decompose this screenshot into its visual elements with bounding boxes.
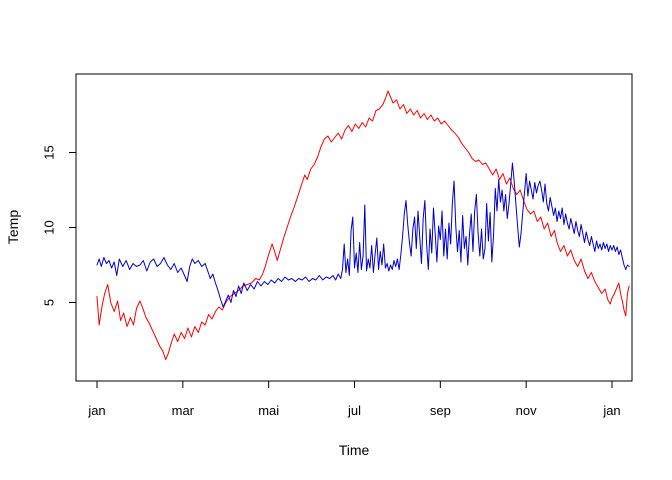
y-tick-label-3: 15 — [41, 145, 56, 159]
series-line-1 — [96, 90, 630, 360]
y-tick-label-2: 10 — [41, 220, 56, 234]
x-tick-label-7: jan — [602, 403, 620, 418]
x-tick-label-6: nov — [516, 403, 537, 418]
x-tick-label-4: jul — [347, 403, 361, 418]
x-tick-label-2: mar — [172, 403, 195, 418]
y-axis: 5 10 15 — [41, 145, 77, 306]
x-tick-label-5: sep — [430, 403, 451, 418]
x-axis: jan mar mai jul sep nov jan — [87, 380, 621, 418]
y-axis-title: Temp — [5, 210, 21, 244]
x-tick-label-3: mai — [258, 403, 279, 418]
x-axis-title: Time — [339, 442, 370, 458]
series-layer — [96, 90, 630, 360]
series-line-2 — [96, 162, 630, 308]
x-tick-label-1: jan — [87, 403, 105, 418]
y-tick-label-1: 5 — [41, 299, 56, 306]
